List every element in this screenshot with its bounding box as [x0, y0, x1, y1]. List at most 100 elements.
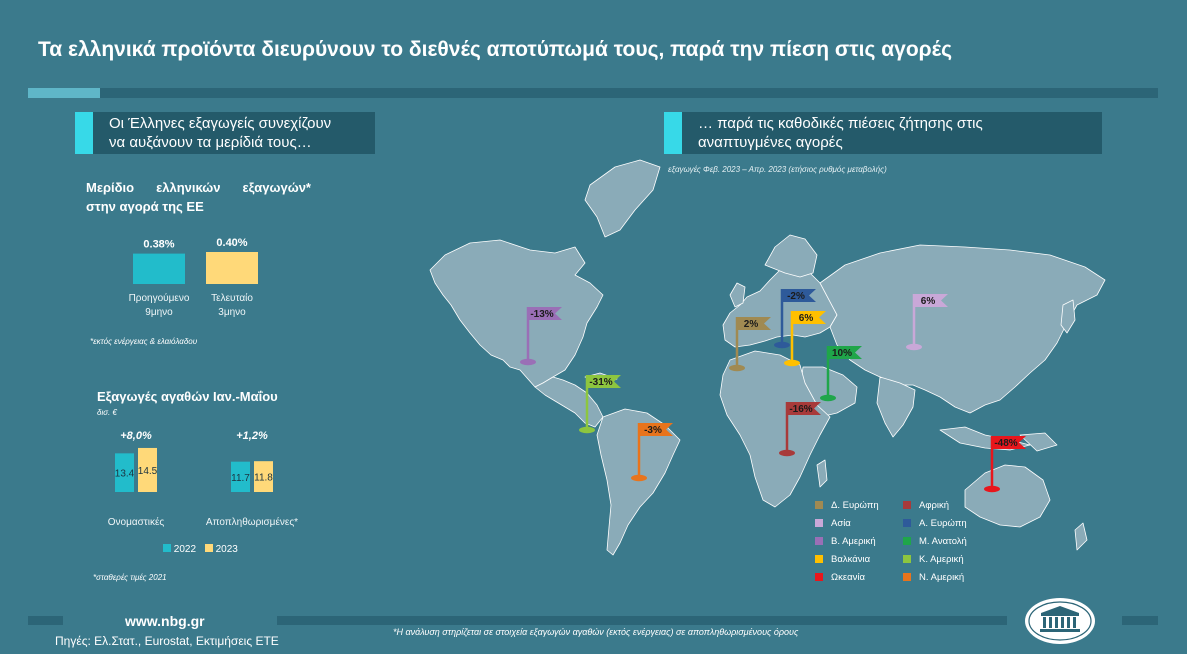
new-guinea-shape	[1019, 432, 1058, 452]
exports-chart-unit: δισ. €	[97, 408, 117, 417]
map-flag-5: -48%	[984, 436, 1026, 493]
map-legend-item-7: Α. Ευρώπη	[903, 518, 967, 529]
map-legend-swatch-9	[903, 555, 911, 564]
map-legend-item-5: Ωκεανία	[815, 572, 865, 583]
exports-growth-label-2: +1,2%	[236, 430, 268, 442]
map-legend-label-9: Κ. Αμερική	[919, 554, 964, 565]
map-note: εξαγωγές Φεβ. 2023 – Απρ. 2023 (ετήσιος …	[668, 165, 887, 174]
map-flag-label-2: 6%	[921, 296, 936, 307]
right-section-heading: … παρά τις καθοδικές πιέσεις ζήτησης στι…	[664, 112, 1102, 154]
map-flag-banner-5	[992, 436, 1026, 449]
share-category-label-1-2: 9μηνο	[145, 307, 173, 318]
legend-swatch-2023	[204, 544, 213, 552]
map-flag-banner-2	[914, 294, 948, 307]
map-legend-label-1: Δ. Ευρώπη	[831, 500, 879, 511]
scandinavia-shape	[764, 234, 818, 278]
new-zealand-shape	[1074, 522, 1088, 551]
map-flag-2: 6%	[906, 294, 948, 351]
footer-divider-left	[28, 616, 63, 625]
exports-value-label-1-2022: 13.4	[115, 469, 135, 480]
exports-chart-title: Εξαγωγές αγαθών Ιαν.-Μαΐου	[97, 389, 278, 404]
sources-text: Πηγές: Ελ.Στατ., Eurostat, Εκτιμήσεις ΕΤ…	[55, 634, 279, 648]
left-heading-line1: Οι Έλληνες εξαγωγείς συνεχίζουν	[109, 115, 332, 132]
map-legend-label-6: Αφρική	[919, 500, 950, 511]
world-map: 2% 6% -13% 6% -48% -16% -2% 10% -31% -3%	[429, 159, 1106, 556]
map-flag-label-1: 2%	[744, 319, 759, 330]
map-legend-item-6: Αφρική	[903, 500, 949, 511]
map-legend-label-8: Μ. Ανατολή	[919, 536, 967, 547]
share-chart-title-line1: Μερίδιο ελληνικών εξαγωγών*	[86, 180, 311, 195]
page-title: Τα ελληνικά προϊόντα διευρύνουν το διεθν…	[38, 38, 953, 61]
map-legend-label-2: Ασία	[831, 518, 851, 529]
map-flag-10: -3%	[631, 423, 673, 482]
uk-shape	[729, 282, 746, 308]
map-legend-label-5: Ωκεανία	[831, 572, 865, 583]
madagascar-shape	[816, 459, 828, 488]
australia-shape	[964, 464, 1051, 528]
left-heading-accent	[75, 112, 93, 154]
map-legend-item-8: Μ. Ανατολή	[903, 536, 967, 547]
map-legend-swatch-1	[815, 501, 823, 510]
left-section-heading: Οι Έλληνες εξαγωγείς συνεχίζουν να αυξάν…	[75, 112, 375, 154]
share-category-label-2-1: Τελευταίο	[211, 292, 253, 304]
share-chart: 0.38% Προηγούμενο 9μηνο 0.40% Τελευταίο 3μηνο	[129, 237, 258, 318]
exports-bar-2-2022	[231, 461, 250, 492]
website-link[interactable]: www.nbg.gr	[125, 613, 205, 629]
map-legend-item-4: Βαλκάνια	[815, 554, 870, 565]
exports-category-label-1: Ονομαστικές	[108, 516, 165, 528]
asia-shape	[819, 244, 1106, 414]
japan-shape	[1060, 299, 1076, 334]
map-legend-swatch-3	[815, 537, 823, 546]
map-flag-banner-10	[639, 423, 673, 436]
footer-note: *Η ανάλυση στηρίζεται σε στοιχεία εξαγωγ…	[393, 627, 799, 637]
map-legend-item-1: Δ. Ευρώπη	[815, 500, 879, 511]
map-flag-1: 2%	[729, 317, 771, 372]
map-flag-banner-6	[787, 402, 821, 415]
share-category-label-1-1: Προηγούμενο	[129, 292, 190, 304]
map-legend-label-3: Β. Αμερική	[831, 536, 876, 547]
map-flag-3: -13%	[520, 307, 562, 366]
map-flag-7: -2%	[774, 289, 816, 349]
exports-chart-legend: 2022 2023	[163, 544, 238, 555]
map-flag-banner-7	[782, 289, 816, 302]
map-legend-swatch-2	[815, 519, 823, 528]
map-flag-banner-8	[828, 346, 862, 359]
map-legend-swatch-8	[903, 537, 911, 546]
map-flag-label-10: -3%	[644, 425, 662, 436]
map-flag-label-9: -31%	[589, 377, 612, 388]
exports-chart: 13.4 14.5 +8,0% Ονομαστικές 11.7 11.8 +1,2% Απο…	[108, 430, 298, 528]
map-flag-8: 10%	[820, 346, 862, 402]
map-flag-label-6: -16%	[789, 404, 812, 415]
map-flag-banner-9	[587, 375, 621, 388]
share-bar-1	[133, 253, 185, 284]
map-legend-swatch-7	[903, 519, 911, 528]
map-flag-label-5: -48%	[994, 438, 1017, 449]
map-legend-item-2: Ασία	[815, 518, 851, 529]
map-flag-label-4: 6%	[799, 313, 814, 324]
right-heading-line2: αναπτυγμένες αγορές	[698, 134, 843, 151]
share-chart-footnote: *εκτός ενέργειας & ελαιόλαδου	[90, 337, 198, 346]
legend-label-2023: 2023	[215, 544, 238, 555]
share-chart-title-line2: στην αγορά της ΕΕ	[86, 199, 204, 214]
map-flag-banner-4	[792, 311, 826, 324]
map-flag-banner-1	[737, 317, 771, 330]
map-legend-swatch-10	[903, 573, 911, 582]
map-flag-label-3: -13%	[530, 309, 553, 320]
map-flag-banner-3	[528, 307, 562, 320]
exports-value-label-2-2022: 11.7	[231, 473, 250, 484]
map-legend-item-10: Ν. Αμερική	[903, 572, 964, 583]
footer-divider-center	[277, 616, 1007, 625]
exports-bar-1-2022	[115, 453, 134, 492]
map-legend: Δ. Ευρώπη Ασία Β. Αμερική Βαλκάνια Ωκεανία Αφ…	[815, 500, 995, 590]
map-legend-swatch-6	[903, 501, 911, 510]
share-category-label-2-2: 3μηνο	[218, 307, 246, 318]
share-bar-2	[206, 252, 258, 284]
map-legend-item-9: Κ. Αμερική	[903, 554, 964, 565]
map-legend-swatch-4	[815, 555, 823, 564]
nbg-seal-logo	[1025, 598, 1095, 644]
map-flag-label-7: -2%	[787, 291, 805, 302]
header-divider	[28, 88, 1158, 98]
map-flag-9: -31%	[579, 375, 621, 434]
legend-swatch-2022	[163, 544, 171, 552]
exports-value-label-2-2023: 11.8	[254, 473, 273, 484]
